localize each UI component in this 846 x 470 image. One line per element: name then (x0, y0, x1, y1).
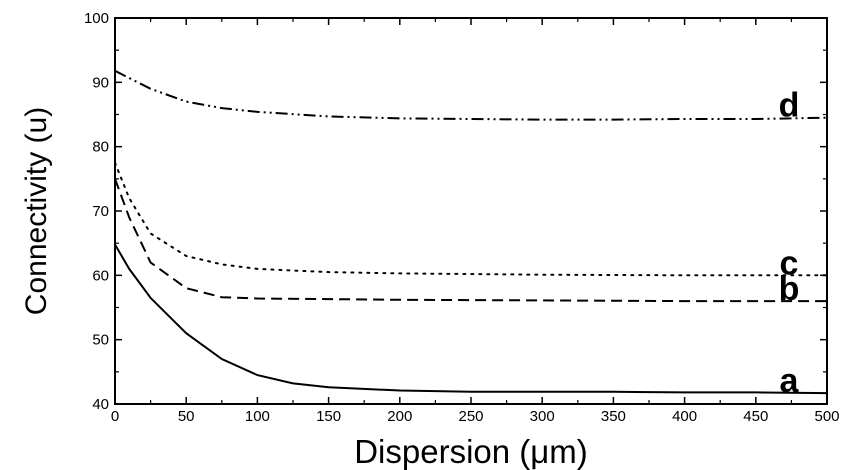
y-tick-label: 80 (92, 139, 109, 156)
series-line-a (114, 243, 828, 395)
series-line-d (114, 69, 828, 121)
y-axis-title: Connectivity (u) (20, 107, 53, 315)
x-tick-label: 50 (178, 408, 195, 425)
y-tick-label: 70 (92, 203, 109, 220)
ticks-layer: 0 50 100 150 200 250 300 350 400 450 500 40 50 60 70 80… (84, 10, 840, 425)
y-tick-label: 50 (92, 332, 109, 349)
series-layer (114, 69, 828, 395)
y-tick-label: 40 (92, 396, 109, 413)
x-axis-title: Dispersion (μm) (354, 433, 588, 470)
x-tick-label: 300 (530, 408, 555, 425)
x-tick-label: 150 (316, 408, 341, 425)
x-tick-label: 100 (245, 408, 270, 425)
x-tick-label: 250 (458, 408, 483, 425)
series-line-c (114, 161, 828, 277)
series-label-d: d (779, 87, 800, 125)
x-tick-label: 450 (743, 408, 768, 425)
x-tick-label: 0 (111, 408, 119, 425)
series-label-b: b (779, 270, 800, 308)
series-label-a: a (780, 362, 800, 400)
y-tick-label: 60 (92, 267, 109, 284)
x-tick-label: 200 (387, 408, 412, 425)
y-tick-label: 100 (84, 10, 109, 27)
plot-frame (114, 17, 828, 405)
x-tick-label: 350 (601, 408, 626, 425)
x-tick-label: 400 (672, 408, 697, 425)
series-line-b (114, 178, 827, 303)
labels-layer: a bc d (779, 87, 800, 400)
x-tick-label: 500 (814, 408, 839, 425)
y-tick-label: 90 (92, 74, 109, 91)
series-label-c: c (780, 244, 799, 282)
